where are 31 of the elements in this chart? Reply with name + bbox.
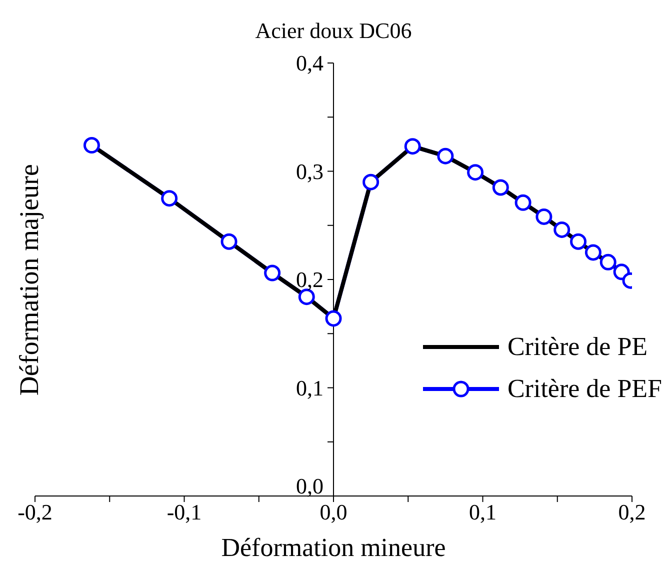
point (220, 233, 238, 250)
x-tick-label: 0,1 (469, 500, 496, 525)
point (584, 244, 602, 261)
point (404, 138, 421, 155)
x-tick-label: 0,2 (618, 500, 646, 525)
point (467, 164, 484, 181)
y-tick-label: 0,0 (296, 474, 324, 499)
point (600, 254, 616, 270)
point (554, 221, 570, 238)
point (83, 137, 100, 154)
point (536, 208, 552, 225)
point (492, 179, 509, 196)
x-axis-title: Déformation mineure (221, 533, 446, 562)
point (514, 194, 532, 211)
x-tick-label: 0,0 (320, 500, 348, 525)
y-tick-label: 0,3 (296, 158, 324, 184)
y-tick-label: 0,2 (296, 267, 324, 292)
point (362, 174, 380, 190)
y-tick-label: 0,4 (296, 50, 324, 76)
point (161, 190, 178, 207)
point (264, 264, 281, 282)
legend-label: Critère de PE (507, 331, 648, 363)
legend-label: Critère de PEF (507, 373, 662, 405)
chart-title: Acier doux DC06 (254, 18, 413, 44)
y-tick-label: 0,1 (296, 375, 324, 400)
x-tick-label: -0,2 (18, 500, 52, 525)
point (437, 148, 454, 164)
point (325, 310, 342, 327)
y-axis-title: Déformation majeure (14, 164, 45, 396)
point (570, 233, 587, 250)
x-tick-label: -0,1 (166, 500, 202, 525)
